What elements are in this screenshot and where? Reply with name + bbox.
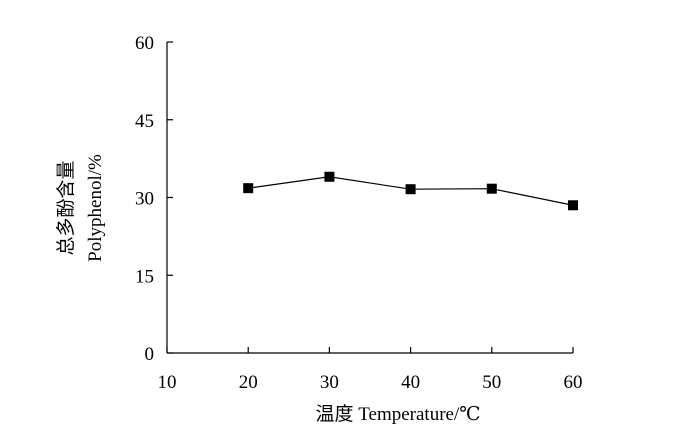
x-tick-label: 20	[239, 372, 258, 393]
data-point-marker	[243, 183, 254, 194]
data-point-marker	[324, 171, 335, 182]
axes	[166, 42, 573, 354]
y-tick-label: 45	[135, 111, 154, 132]
x-tick-label: 60	[564, 372, 583, 393]
x-axis-title: 温度 Temperature/℃	[315, 403, 480, 425]
data-point-marker	[405, 184, 416, 195]
data-point-marker	[486, 183, 497, 194]
x-tick-label: 10	[158, 372, 177, 393]
y-tick-label: 30	[135, 189, 154, 210]
series-polyphenol	[243, 171, 578, 211]
x-tick-label: 30	[320, 372, 339, 393]
y-ticks: 0 15 30 45 60	[135, 33, 173, 365]
y-axis-title-en: Polyphenol/%	[85, 154, 106, 262]
y-tick-label: 15	[135, 266, 154, 287]
y-axis-title-cn: 总多酚含量	[55, 160, 77, 255]
y-tick-label: 0	[145, 344, 155, 365]
x-tick-label: 40	[401, 372, 420, 393]
data-point-marker	[568, 200, 578, 211]
y-axis-title-group: 总多酚含量 Polyphenol/%	[55, 154, 106, 262]
x-tick-label: 50	[482, 372, 501, 393]
y-tick-label: 60	[135, 33, 154, 54]
x-ticks: 10 20 30 40 50 60	[158, 347, 583, 393]
